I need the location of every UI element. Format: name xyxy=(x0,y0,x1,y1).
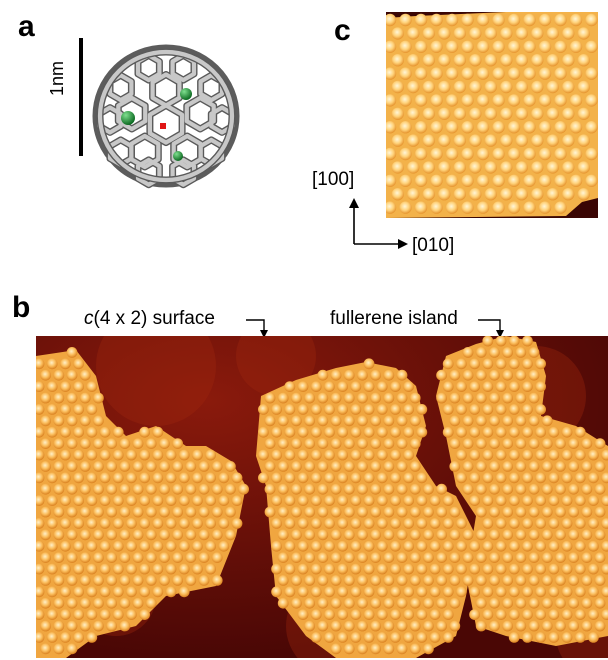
panel-a-letter: a xyxy=(18,10,35,43)
panel-c-stm-image xyxy=(386,12,598,218)
scale-bar-label: 1nm xyxy=(47,60,67,96)
axis-arrows xyxy=(344,196,414,256)
island-label: fullerene island xyxy=(330,308,458,329)
panel-b-letter: b xyxy=(12,291,31,324)
scale-bar xyxy=(79,38,83,156)
axis-label-100: [100] xyxy=(312,169,355,190)
dopant-atom-2 xyxy=(180,88,192,100)
island-pointer-arrow xyxy=(476,316,506,340)
panel-c-letter: c xyxy=(334,14,351,47)
surface-label-prefix: c xyxy=(84,308,94,329)
surface-pointer-arrow xyxy=(244,316,274,340)
fullerene-molecule-model xyxy=(86,40,246,190)
dopant-atom-3 xyxy=(173,151,183,161)
surface-label: c(4 x 2) surface xyxy=(84,309,215,328)
dopant-atom-1 xyxy=(121,111,135,125)
surface-label-suffix: (4 x 2) surface xyxy=(93,308,215,329)
center-marker xyxy=(160,123,166,129)
panel-b-stm-image xyxy=(36,336,608,658)
axis-label-010: [010] xyxy=(412,235,455,256)
